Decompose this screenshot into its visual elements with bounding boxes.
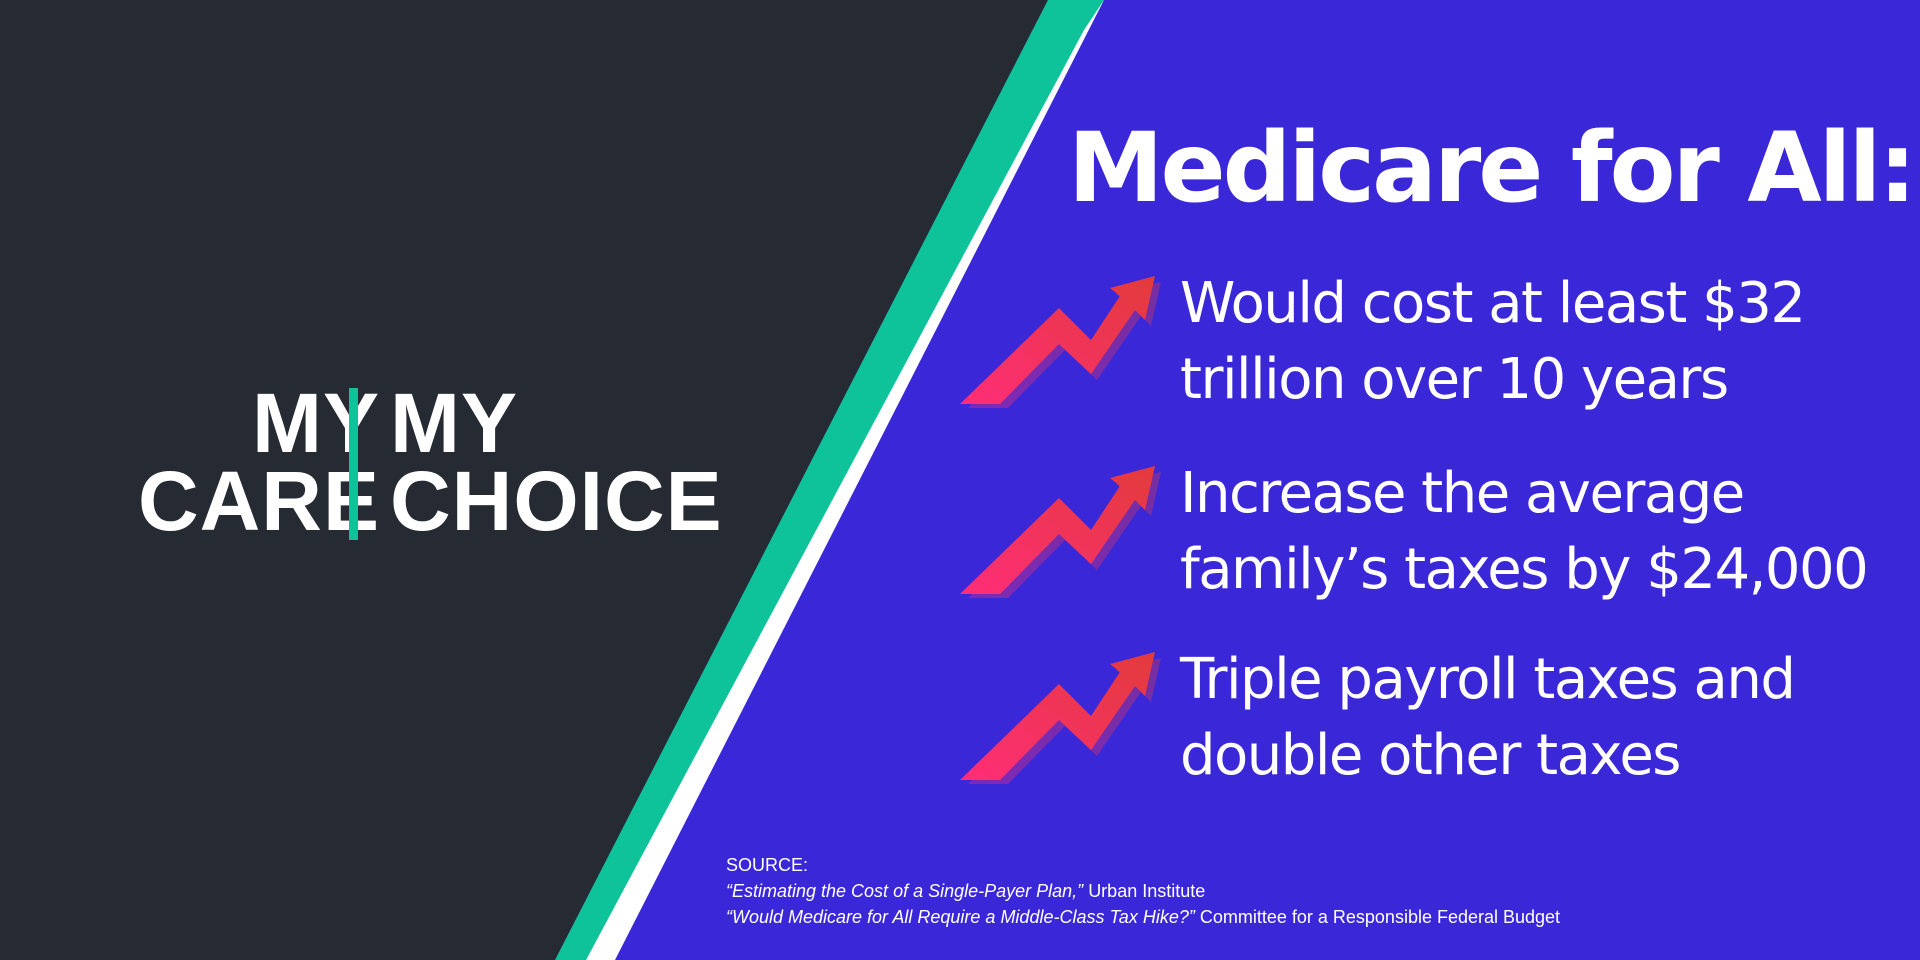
bullet-text: Would cost at least $32 trillion over 10… — [1180, 266, 1900, 418]
logo-choice: CHOICE — [390, 454, 723, 548]
headline: Medicare for All: — [1068, 112, 1917, 224]
source-item: “Estimating the Cost of a Single-Payer P… — [726, 878, 1876, 904]
bullet-line: Increase the average — [1180, 461, 1745, 526]
trending-up-arrow-icon — [960, 466, 1161, 598]
source-publisher: Urban Institute — [1088, 881, 1206, 901]
logo-my-right: MY — [390, 376, 518, 470]
source-title: “Would Medicare for All Require a Middle… — [726, 907, 1195, 927]
logo-left-block: MY CARE — [60, 376, 380, 548]
logo-care: CARE — [137, 454, 380, 548]
teal-stripe — [555, 0, 1104, 960]
source-citations: SOURCE: “Estimating the Cost of a Single… — [726, 852, 1876, 930]
source-title: “Estimating the Cost of a Single-Payer P… — [726, 881, 1084, 901]
bullet-item-cost: Would cost at least $32 trillion over 10… — [955, 268, 1915, 418]
bullet-item-payroll-taxes: Triple payroll taxes and double other ta… — [955, 644, 1915, 794]
bullet-text: Triple payroll taxes and double other ta… — [1180, 642, 1900, 794]
source-item: “Would Medicare for All Require a Middle… — [726, 904, 1876, 930]
logo-divider — [349, 388, 358, 540]
bullet-text: Increase the average family’s taxes by $… — [1180, 456, 1900, 608]
trending-up-arrow-icon — [960, 652, 1161, 784]
logo-right-block: MY CHOICE — [390, 376, 790, 548]
bullet-line: trillion over 10 years — [1180, 347, 1729, 412]
logo-my-left: MY — [252, 376, 380, 470]
source-publisher: Committee for a Responsible Federal Budg… — [1199, 907, 1561, 927]
bullet-line: family’s taxes by $24,000 — [1180, 537, 1869, 602]
trending-up-arrow-icon — [960, 276, 1161, 408]
source-label: SOURCE: — [726, 855, 809, 875]
bullet-line: Would cost at least $32 — [1180, 271, 1806, 336]
bullet-line: double other taxes — [1180, 723, 1681, 788]
dark-panel — [0, 0, 1048, 960]
my-care-my-choice-logo: MY CARE MY CHOICE — [60, 376, 760, 548]
white-stripe — [586, 0, 1104, 960]
bullet-item-family-taxes: Increase the average family’s taxes by $… — [955, 458, 1915, 608]
bullet-line: Triple payroll taxes and — [1180, 647, 1796, 712]
